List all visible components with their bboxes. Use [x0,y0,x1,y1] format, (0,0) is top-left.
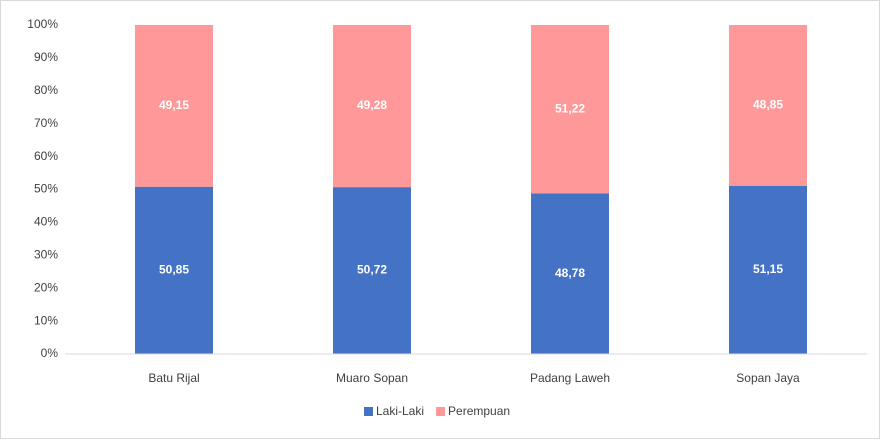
x-tick-label: Muaro Sopan [336,371,408,385]
y-tick-label: 20% [34,280,58,294]
y-tick-label: 0% [41,346,59,360]
bar-segment [135,25,213,187]
value-label: 49,28 [357,98,387,112]
bar-segment [531,193,609,354]
y-tick-label: 80% [34,83,58,97]
bar-segment [729,185,807,354]
y-tick-label: 70% [34,116,58,130]
value-label: 50,85 [159,263,189,277]
value-label: 51,22 [555,101,585,115]
value-label: 50,72 [357,263,387,277]
legend-label: Laki-Laki [376,404,424,418]
value-label: 48,78 [555,266,585,280]
y-tick-label: 40% [34,215,58,229]
bar-segment [729,25,807,186]
y-tick-label: 30% [34,247,58,261]
y-tick-label: 60% [34,149,58,163]
legend-label: Perempuan [448,404,510,418]
x-tick-label: Batu Rijal [148,371,199,385]
bar-segment [531,25,609,194]
legend-swatch [364,407,373,416]
value-label: 49,15 [159,98,189,112]
value-label: 51,15 [753,262,783,276]
y-tick-label: 10% [34,313,58,327]
x-tick-label: Padang Laweh [530,371,610,385]
y-tick-label: 100% [27,17,58,31]
bar-segment [135,186,213,354]
bar-segment [333,187,411,354]
y-tick-label: 90% [34,50,58,64]
y-tick-label: 50% [34,182,58,196]
x-tick-label: Sopan Jaya [736,371,800,385]
value-label: 48,85 [753,98,783,112]
legend-swatch [436,407,446,416]
bar-segment [333,25,411,188]
